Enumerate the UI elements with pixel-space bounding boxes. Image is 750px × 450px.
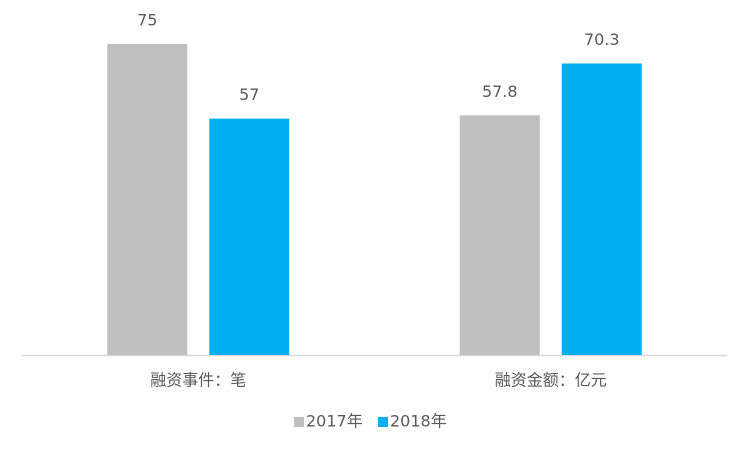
legend-swatch	[294, 417, 304, 427]
data-label: 57	[239, 85, 259, 104]
data-label: 57.8	[482, 82, 518, 101]
bar	[209, 118, 290, 355]
x-tick-label: 融资金额：亿元	[495, 371, 607, 390]
bar	[107, 44, 188, 355]
legend-swatch	[378, 417, 388, 427]
legend-label: 2018年	[390, 412, 447, 431]
legend-label: 2017年	[306, 412, 363, 431]
x-tick-label: 融资事件：笔	[150, 371, 246, 390]
data-label: 70.3	[584, 30, 620, 49]
data-label: 75	[137, 11, 157, 30]
bar	[459, 115, 540, 356]
bar	[561, 63, 642, 356]
